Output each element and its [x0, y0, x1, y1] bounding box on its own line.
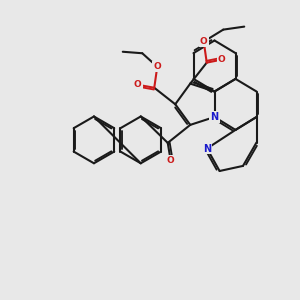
Text: N: N: [210, 112, 219, 122]
Text: O: O: [153, 62, 161, 71]
Text: O: O: [167, 156, 175, 165]
Text: N: N: [203, 143, 211, 154]
Text: O: O: [218, 55, 226, 64]
Text: O: O: [134, 80, 142, 89]
Text: O: O: [200, 37, 208, 46]
